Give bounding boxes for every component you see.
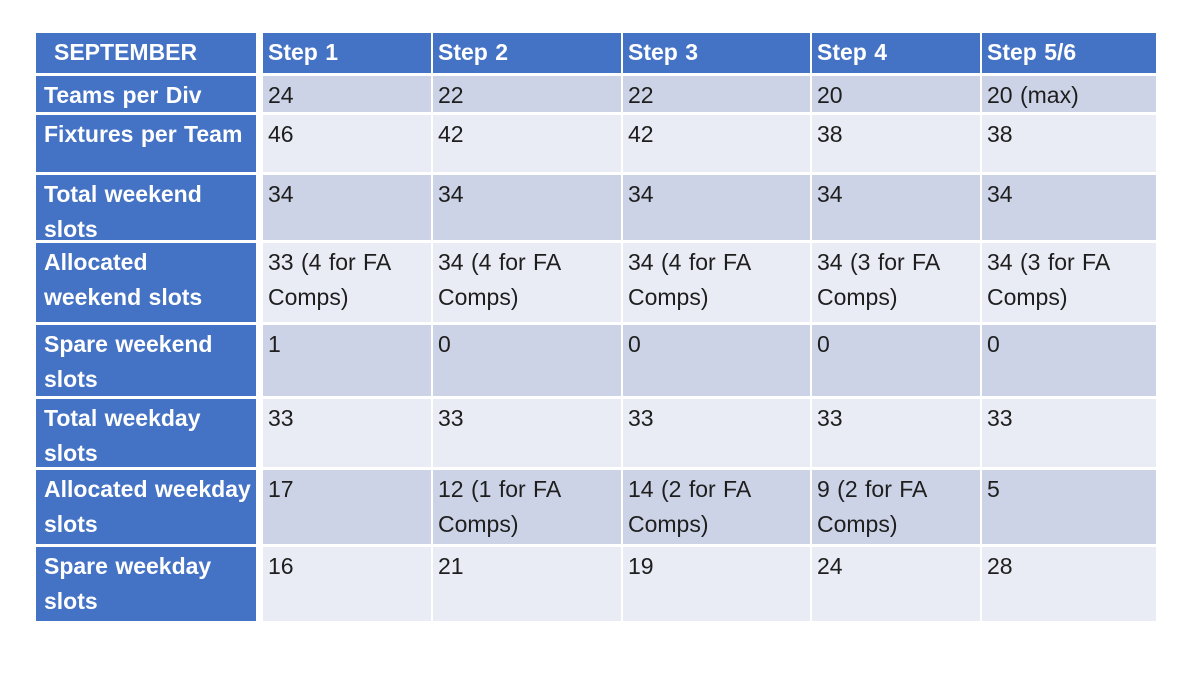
cell-value: 14 (2 for FA Comps) — [623, 470, 812, 547]
cell-value: 19 — [623, 547, 812, 624]
cell-value: 34 — [433, 175, 623, 243]
cell-value: 42 — [623, 115, 812, 175]
cell-value: 33 — [433, 399, 623, 470]
header-cell-step4: Step 4 — [812, 33, 982, 76]
cell-value: 33 — [623, 399, 812, 470]
fixture-slots-table: SEPTEMBER Step 1 Step 2 Step 3 Step 4 St… — [36, 33, 1158, 624]
cell-value: 5 — [982, 470, 1158, 547]
cell-value: 42 — [433, 115, 623, 175]
cell-value: 9 (2 for FA Comps) — [812, 470, 982, 547]
cell-value: 33 — [982, 399, 1158, 470]
cell-value: 34 (4 for FA Comps) — [433, 243, 623, 325]
cell-value: 28 — [982, 547, 1158, 624]
cell-value: 33 (4 for FA Comps) — [263, 243, 433, 325]
header-cell-month: SEPTEMBER — [36, 33, 263, 76]
cell-value: 20 (max) — [982, 76, 1158, 115]
row-label: Fixtures per Team — [36, 115, 263, 175]
row-label: Spare weekend slots — [36, 325, 263, 399]
header-cell-step3: Step 3 — [623, 33, 812, 76]
header-cell-step56: Step 5/6 — [982, 33, 1158, 76]
cell-value: 17 — [263, 470, 433, 547]
cell-value: 24 — [263, 76, 433, 115]
cell-value: 0 — [433, 325, 623, 399]
cell-value: 34 — [982, 175, 1158, 243]
cell-value: 46 — [263, 115, 433, 175]
cell-value: 0 — [812, 325, 982, 399]
cell-value: 20 — [812, 76, 982, 115]
cell-value: 34 — [263, 175, 433, 243]
cell-value: 22 — [623, 76, 812, 115]
row-label: Total weekday slots — [36, 399, 263, 470]
cell-value: 34 (3 for FA Comps) — [982, 243, 1158, 325]
cell-value: 12 (1 for FA Comps) — [433, 470, 623, 547]
cell-value: 34 — [623, 175, 812, 243]
cell-value: 21 — [433, 547, 623, 624]
cell-value: 38 — [812, 115, 982, 175]
row-label: Allocated weekday slots — [36, 470, 263, 547]
row-label: Allocated weekend slots — [36, 243, 263, 325]
cell-value: 34 (4 for FA Comps) — [623, 243, 812, 325]
cell-value: 24 — [812, 547, 982, 624]
row-label: Spare weekday slots — [36, 547, 263, 624]
cell-value: 33 — [263, 399, 433, 470]
cell-value: 38 — [982, 115, 1158, 175]
row-label: Total weekend slots — [36, 175, 263, 243]
row-label: Teams per Div — [36, 76, 263, 115]
header-cell-step2: Step 2 — [433, 33, 623, 76]
cell-value: 34 — [812, 175, 982, 243]
cell-value: 34 (3 for FA Comps) — [812, 243, 982, 325]
cell-value: 1 — [263, 325, 433, 399]
cell-value: 33 — [812, 399, 982, 470]
header-cell-step1: Step 1 — [263, 33, 433, 76]
cell-value: 0 — [982, 325, 1158, 399]
cell-value: 16 — [263, 547, 433, 624]
cell-value: 0 — [623, 325, 812, 399]
cell-value: 22 — [433, 76, 623, 115]
